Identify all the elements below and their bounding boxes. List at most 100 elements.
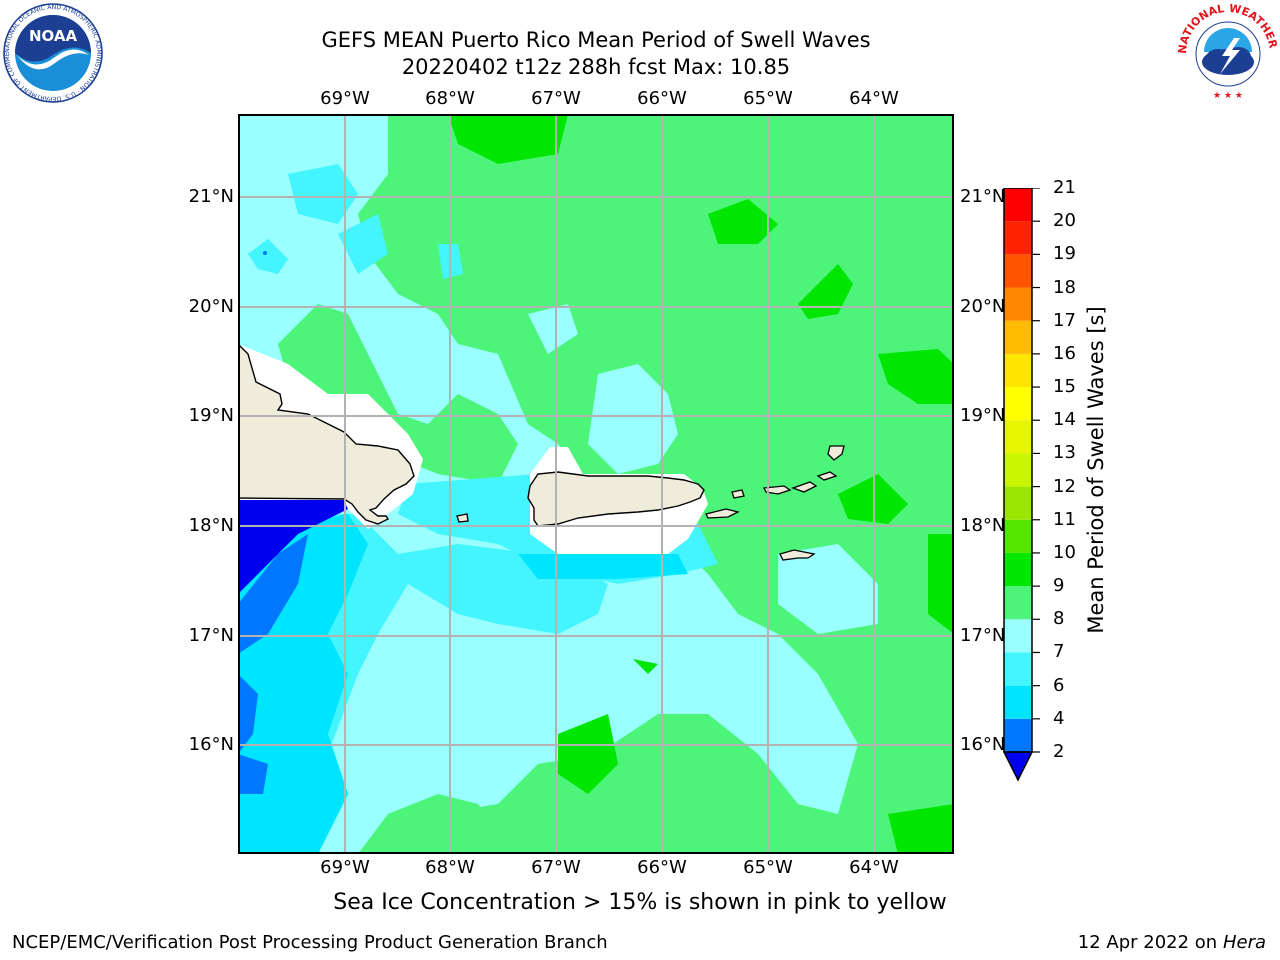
- contour-7-8-north2: [338, 214, 388, 274]
- colorbar-label: 19: [1053, 243, 1076, 265]
- lon-label-top-67w: 67°W: [531, 88, 581, 109]
- lat-label-right-21n: 21°N: [960, 186, 1006, 207]
- colorbar-label: 9: [1053, 575, 1065, 597]
- chart-subtitle: 20220402 t12z 288h fcst Max: 10.85: [401, 55, 791, 79]
- colorbar-cell-4-6: [1004, 685, 1032, 719]
- lon-label-bottom-64w: 64°W: [849, 857, 899, 878]
- colorbar-underflow-arrow: [1002, 751, 1034, 782]
- lat-label-right-16n: 16°N: [960, 734, 1006, 755]
- colorbar-label: 8: [1053, 608, 1065, 630]
- colorbar-label: 18: [1053, 276, 1076, 298]
- colorbar-cell-10-11: [1004, 519, 1032, 553]
- colorbar-cell-8-9: [1004, 586, 1032, 620]
- contour-4-6-southwest3: [238, 754, 268, 794]
- colorbar-cell-15-16: [1004, 353, 1032, 388]
- contour-10-11-patch-3: [798, 264, 853, 319]
- chart-title: GEFS MEAN Puerto Rico Mean Period of Swe…: [321, 28, 871, 52]
- colorbar-label: 4: [1053, 707, 1065, 729]
- contour-10-11-patch-2: [708, 199, 778, 244]
- swell-period-map: [238, 114, 954, 854]
- noaa-text: NOAA: [29, 27, 78, 45]
- contour-9-10-south: [358, 794, 498, 854]
- contour-10-11-patch-1: [448, 114, 568, 164]
- colorbar-cell-20-21: [1004, 188, 1032, 222]
- nws-logo: NATIONAL WEATHER SERVICE ★ ★ ★: [1178, 4, 1278, 103]
- colorbar-title: Mean Period of Swell Waves [s]: [1084, 306, 1108, 634]
- colorbar-cell-12-13: [1004, 453, 1032, 487]
- colorbar-cells: [1004, 188, 1040, 753]
- sea-ice-caption: Sea Ice Concentration > 15% is shown in …: [333, 890, 947, 915]
- lon-label-bottom-67w: 67°W: [531, 857, 581, 878]
- colorbar-cell-19-20: [1004, 221, 1032, 255]
- lon-label-top-66w: 66°W: [637, 88, 687, 109]
- lon-label-top-65w: 65°W: [743, 88, 793, 109]
- st-croix-island: [779, 549, 816, 561]
- contour-8-9-pocket-c: [528, 304, 578, 354]
- colorbar-label: 6: [1053, 674, 1065, 696]
- contour-10-11-patch-4: [878, 349, 954, 404]
- contour-10-11-patch-7: [558, 714, 618, 794]
- map-border: [238, 114, 954, 854]
- footer-date-text: 12 Apr 2022 on: [1077, 932, 1223, 953]
- colorbar: [1002, 188, 1040, 782]
- lat-label-left-18n: 18°N: [188, 515, 234, 536]
- contour-10-11-patch-6: [928, 534, 954, 634]
- colorbar-label: 16: [1053, 342, 1076, 364]
- noaa-logo: NATIONAL OCEANIC AND ATMOSPHERIC ADMINIS…: [3, 3, 103, 103]
- lon-label-bottom-65w: 65°W: [743, 857, 793, 878]
- vieques-island: [705, 508, 740, 519]
- lat-label-left-16n: 16°N: [188, 734, 234, 755]
- contour-4-6-southwest: [238, 534, 308, 654]
- colorbar-cell-14-15: [1004, 387, 1032, 421]
- colorbar-cell-7-8: [1004, 619, 1032, 653]
- colorbar-label: 15: [1053, 376, 1076, 398]
- colorbar-label: 2: [1053, 741, 1065, 762]
- colorbar-cell-16-17: [1004, 320, 1032, 354]
- colorbar-cell-18-19: [1004, 254, 1032, 288]
- colorbar-cell-13-14: [1004, 420, 1032, 454]
- lon-label-top-69w: 69°W: [320, 88, 370, 109]
- colorbar-label: 21: [1053, 177, 1076, 198]
- colorbar-label: 13: [1053, 442, 1076, 464]
- lat-label-left-17n: 17°N: [188, 625, 234, 646]
- virgin-islands-1: [762, 485, 792, 495]
- lat-label-right-18n: 18°N: [960, 515, 1006, 536]
- lon-label-bottom-68w: 68°W: [425, 857, 475, 878]
- virgin-islands-2: [791, 481, 818, 493]
- colorbar-frame: [1003, 188, 1033, 753]
- colorbar-cell-9-10: [1004, 552, 1032, 587]
- lon-label-top-68w: 68°W: [425, 88, 475, 109]
- lon-label-top-64w: 64°W: [849, 88, 899, 109]
- colorbar-label: 17: [1053, 309, 1076, 331]
- virgin-islands-3: [816, 471, 838, 481]
- contour-9-10-north: [278, 304, 518, 484]
- footer-date: 12 Apr 2022 on Hera: [1078, 932, 1266, 953]
- lat-label-left-19n: 19°N: [188, 405, 234, 426]
- lon-label-bottom-69w: 69°W: [320, 857, 370, 878]
- mona-island: [456, 513, 469, 523]
- contour-7-8-nw: [248, 239, 288, 274]
- hispaniola-land: [238, 343, 415, 525]
- contour-10-11-patch-9: [633, 659, 658, 674]
- lat-label-left-20n: 20°N: [188, 296, 234, 317]
- footer-host: Hera: [1222, 932, 1266, 953]
- colorbar-cell-17-18: [1004, 287, 1032, 321]
- lat-label-right-17n: 17°N: [960, 625, 1006, 646]
- colorbar-label: 14: [1053, 409, 1076, 431]
- footer-credit: NCEP/EMC/Verification Post Processing Pr…: [12, 932, 608, 953]
- colorbar-cell-6-7: [1004, 652, 1032, 686]
- lat-label-right-19n: 19°N: [960, 405, 1006, 426]
- svg-text:★ ★ ★: ★ ★ ★: [1213, 91, 1243, 101]
- contour-8-9-pocket-a: [588, 364, 678, 474]
- colorbar-label: 20: [1053, 210, 1076, 232]
- contour-7-8-north: [288, 164, 358, 224]
- culebra-island: [731, 489, 745, 499]
- lon-label-bottom-66w: 66°W: [637, 857, 687, 878]
- contour-4-6-southwest2: [238, 674, 258, 754]
- colorbar-cell-11-12: [1004, 486, 1032, 520]
- lat-label-left-21n: 21°N: [188, 186, 234, 207]
- contour-6-7-pr-south: [518, 554, 688, 579]
- colorbar-label: 11: [1053, 508, 1076, 530]
- contour-8-9-pocket-b: [778, 544, 878, 634]
- puerto-rico-land: [527, 471, 705, 527]
